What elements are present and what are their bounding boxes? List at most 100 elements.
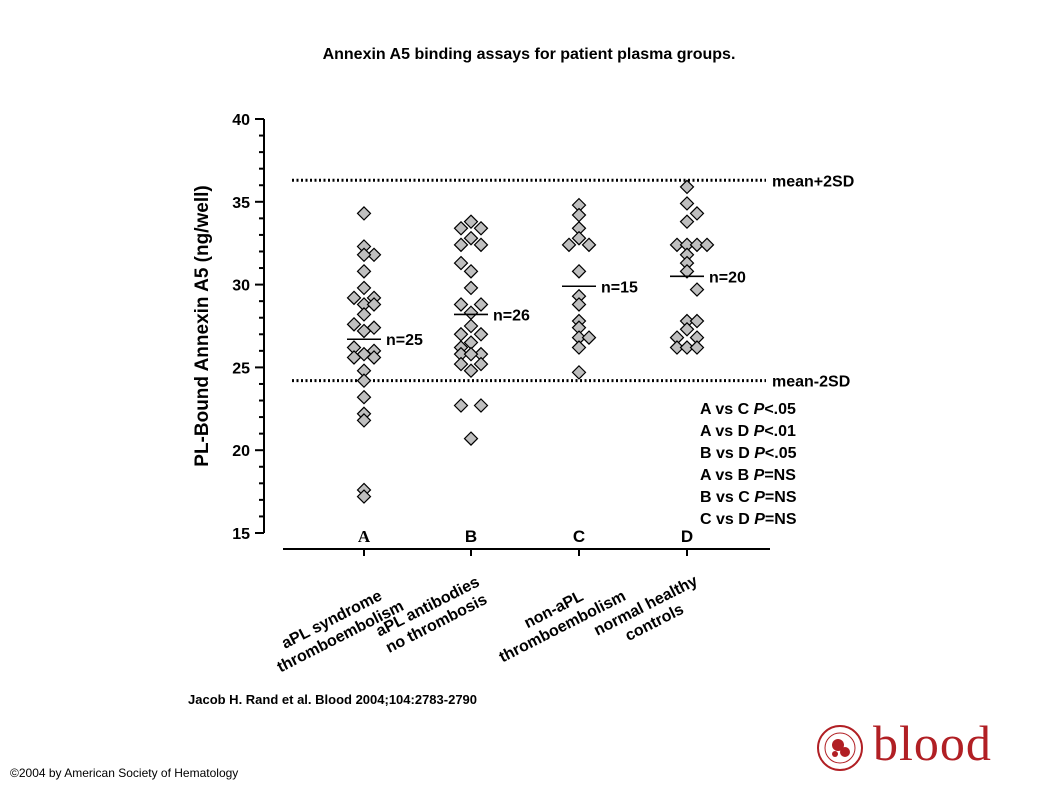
data-point: [689, 282, 705, 297]
stat-p-symbol: P: [754, 489, 765, 506]
stat-comparison: C vs D P=NS: [700, 511, 797, 528]
data-point: [571, 297, 587, 312]
data-point: [356, 280, 372, 296]
x-category-label: B: [465, 527, 477, 546]
data-point: [473, 297, 489, 312]
data-point: [679, 179, 695, 195]
stat-p-value: =NS: [764, 467, 796, 484]
data-point: [463, 264, 479, 279]
category-description: normal healthycontrols: [591, 573, 709, 657]
data-point: [366, 297, 382, 312]
data-point: [453, 356, 469, 372]
journal-logo-seal: [817, 725, 863, 771]
data-point: [463, 346, 479, 362]
data-point: [366, 247, 382, 263]
stat-comparison-groups: A vs C: [700, 401, 754, 418]
data-point: [356, 247, 372, 263]
data-point: [581, 237, 597, 253]
stat-comparison: B vs C P=NS: [700, 489, 797, 506]
data-point: [356, 413, 372, 428]
data-point: [689, 340, 705, 355]
stat-p-symbol: P: [754, 423, 765, 440]
stat-comparison-groups: C vs D: [700, 511, 754, 528]
stat-p-value: <.05: [764, 401, 796, 418]
x-category-label: A: [358, 527, 371, 546]
data-point: [463, 431, 479, 446]
data-point: [356, 307, 372, 322]
group-n-label: n=26: [493, 307, 530, 324]
stat-p-symbol: P: [754, 401, 765, 418]
data-point: [356, 264, 372, 279]
data-point: [689, 313, 705, 329]
data-point: [679, 321, 695, 337]
stat-comparison: B vs D P<.05: [700, 445, 797, 462]
y-axis-label: PL-Bound Annexin A5 (ng/well): [192, 185, 213, 466]
data-point: [571, 365, 587, 380]
stat-comparison: A vs B P=NS: [700, 467, 796, 484]
stat-comparison-groups: B vs D: [700, 445, 754, 462]
data-point: [571, 230, 587, 246]
data-point: [366, 350, 382, 365]
data-point: [689, 206, 705, 221]
data-point: [463, 305, 479, 321]
y-tick-label: 25: [232, 360, 250, 377]
data-point: [463, 214, 479, 230]
stat-p-symbol: P: [754, 445, 765, 462]
data-point: [463, 280, 479, 296]
data-point: [453, 326, 469, 342]
group-n-label: n=20: [709, 269, 746, 286]
stat-p-symbol: P: [754, 511, 765, 528]
data-point: [346, 290, 362, 306]
data-point: [463, 363, 479, 379]
data-point: [453, 297, 469, 312]
data-point: [669, 340, 685, 355]
stat-comparison-groups: A vs D: [700, 423, 754, 440]
stat-p-symbol: P: [754, 467, 765, 484]
data-point: [571, 264, 587, 279]
stat-comparison: A vs C P<.05: [700, 401, 796, 418]
data-point: [679, 340, 695, 355]
data-point: [463, 230, 479, 246]
stat-comparison-groups: B vs C: [700, 489, 754, 506]
data-point: [473, 326, 489, 342]
data-point: [679, 264, 695, 279]
stat-p-value: <.01: [764, 423, 796, 440]
data-point: [473, 220, 489, 236]
x-category-label: C: [573, 527, 585, 546]
data-point: [679, 196, 695, 211]
data-point: [356, 489, 372, 504]
data-point: [463, 318, 479, 334]
reference-line-label: mean-2SD: [772, 374, 850, 391]
y-tick-label: 15: [232, 526, 250, 543]
data-point: [356, 373, 372, 388]
data-point: [571, 207, 587, 223]
data-point: [356, 323, 372, 339]
data-point: [453, 237, 469, 253]
data-point: [453, 220, 469, 236]
copyright: ©2004 by American Society of Hematology: [10, 766, 239, 780]
journal-logo-text: blood: [873, 715, 992, 771]
data-point: [356, 206, 372, 221]
data-point: [571, 340, 587, 355]
data-point: [581, 330, 597, 345]
reference-line-label: mean+2SD: [772, 173, 854, 190]
stat-comparison: A vs D P<.01: [700, 423, 796, 440]
data-point: [453, 255, 469, 271]
y-tick-label: 20: [232, 443, 250, 460]
stat-p-value: =NS: [765, 489, 797, 506]
data-point: [473, 237, 489, 253]
data-point: [356, 389, 372, 405]
category-description: aPL antibodiesno thrombosis: [374, 574, 492, 658]
data-point: [473, 356, 489, 372]
stat-p-value: <.05: [765, 445, 797, 462]
stat-comparison-groups: A vs B: [700, 467, 754, 484]
citation: Jacob H. Rand et al. Blood 2004;104:2783…: [188, 692, 478, 707]
data-point: [453, 398, 469, 413]
data-point: [473, 398, 489, 413]
data-point: [346, 350, 362, 365]
data-point: [679, 214, 695, 230]
data-point: [346, 316, 362, 332]
y-tick-label: 30: [232, 278, 250, 295]
y-tick-label: 35: [232, 195, 250, 212]
